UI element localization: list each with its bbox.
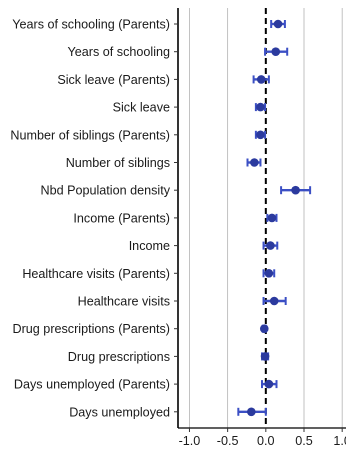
x-tick-label-2: 0.0 bbox=[257, 434, 275, 448]
estimate-point-12 bbox=[260, 352, 270, 361]
category-label-8: Income bbox=[129, 239, 170, 253]
x-tick-label-0: -1.0 bbox=[179, 434, 201, 448]
category-label-11: Drug prescriptions (Parents) bbox=[13, 322, 170, 336]
estimate-point-7 bbox=[267, 213, 277, 223]
estimate-point-14 bbox=[247, 407, 256, 417]
category-label-9: Healthcare visits (Parents) bbox=[22, 267, 170, 281]
estimate-point-6 bbox=[291, 185, 300, 195]
estimate-point-1 bbox=[271, 47, 281, 56]
x-tick-label-3: 0.5 bbox=[295, 434, 313, 448]
estimate-point-3 bbox=[256, 102, 265, 112]
category-label-13: Days unemployed (Parents) bbox=[14, 378, 170, 392]
category-label-3: Sick leave bbox=[113, 101, 170, 115]
category-label-2: Sick leave (Parents) bbox=[57, 73, 170, 87]
estimate-marks bbox=[237, 19, 312, 417]
category-label-7: Income (Parents) bbox=[73, 211, 170, 225]
category-label-1: Years of schooling bbox=[68, 45, 170, 59]
category-labels: Years of schooling (Parents) Years of sch… bbox=[10, 18, 170, 420]
estimate-point-5 bbox=[250, 158, 259, 167]
estimate-point-2 bbox=[256, 75, 266, 84]
estimate-point-0 bbox=[273, 19, 283, 29]
category-label-0: Years of schooling (Parents) bbox=[12, 18, 170, 32]
gridlines bbox=[189, 8, 343, 428]
category-label-6: Nbd Population density bbox=[40, 184, 170, 198]
estimate-point-10 bbox=[269, 296, 279, 306]
axes bbox=[174, 8, 346, 432]
estimate-point-8 bbox=[266, 241, 275, 250]
category-label-5: Number of siblings bbox=[66, 156, 170, 170]
x-tick-labels: -1.0 -0.5 0.0 0.5 1.0 bbox=[179, 434, 346, 448]
estimate-point-4 bbox=[256, 130, 265, 140]
category-label-14: Days unemployed bbox=[69, 405, 170, 419]
x-tick-label-4: 1.0 bbox=[333, 434, 346, 448]
category-label-12: Drug prescriptions bbox=[68, 350, 170, 364]
x-tick-label-1: -0.5 bbox=[217, 434, 239, 448]
category-label-10: Healthcare visits bbox=[78, 295, 170, 309]
estimate-point-9 bbox=[264, 269, 274, 278]
category-label-4: Number of siblings (Parents) bbox=[10, 128, 170, 142]
estimate-point-11 bbox=[259, 324, 269, 334]
estimate-point-13 bbox=[264, 379, 274, 389]
